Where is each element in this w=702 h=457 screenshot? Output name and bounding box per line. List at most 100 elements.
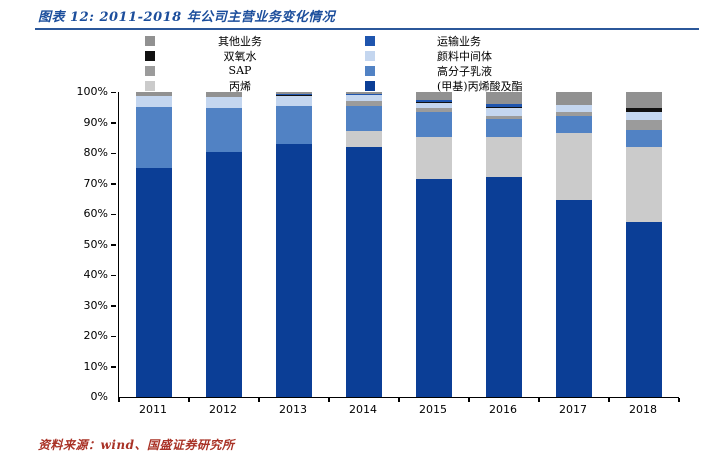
y-axis-tick-label: 50% (83, 237, 108, 251)
y-axis-tick (111, 274, 116, 276)
bar-2017 (539, 92, 609, 397)
y-axis-tick-label: 80% (83, 146, 108, 159)
legend-label: 高分子乳液 (437, 64, 492, 78)
legend-label: SAP (228, 64, 252, 77)
legend-row: SAP 高分子乳液 (145, 63, 523, 78)
x-axis-label: 2015 (419, 403, 447, 416)
x-axis-tick (538, 398, 540, 402)
chart-legend: 其他业务 运输业务双氧水 颜料中间体 SAP 高分子乳液丙烯 (甲基)丙烯酸及酯 (145, 33, 523, 93)
legend-swatch (365, 35, 375, 46)
segment-高分子乳液 (486, 119, 522, 138)
title-divider (35, 28, 699, 30)
x-axis-tick (468, 398, 470, 402)
segment-颜料中间体 (276, 95, 312, 107)
source-note: 资料来源：wind、国盛证券研究所 (38, 438, 235, 452)
y-axis-tick-label: 0% (90, 390, 108, 403)
segment-其他业务 (136, 92, 172, 97)
segment-(甲基)丙烯酸及酯 (486, 177, 522, 397)
segment-其他业务 (556, 92, 592, 106)
legend-label: 运输业务 (437, 34, 481, 48)
x-axis-tick (678, 398, 680, 402)
legend-swatch (145, 80, 155, 91)
y-axis-tick-label: 30% (83, 298, 108, 312)
legend-swatch (145, 35, 155, 46)
y-axis-tick (111, 91, 116, 93)
bar-2011 (119, 92, 189, 397)
segment-SAP (626, 119, 662, 130)
segment-运输业务 (416, 99, 452, 102)
x-axis-tick (188, 398, 190, 402)
segment-颜料中间体 (556, 105, 592, 112)
segment-颜料中间体 (416, 102, 452, 108)
segment-SAP (556, 111, 592, 116)
legend-label: (甲基)丙烯酸及酯 (437, 79, 523, 93)
segment-高分子乳液 (416, 112, 452, 138)
y-axis-tick (111, 335, 116, 337)
legend-row: 其他业务 运输业务 (145, 33, 523, 48)
segment-运输业务 (346, 93, 382, 95)
y-axis-tick-label: 10% (83, 359, 108, 373)
y-axis-tick (111, 122, 116, 124)
segment-丙烯 (346, 131, 382, 147)
segment-颜料中间体 (486, 107, 522, 116)
figure-title: 图表 12: 2011-2018 年公司主营业务变化情况 (38, 10, 336, 25)
legend-swatch (365, 65, 375, 76)
segment-运输业务 (276, 93, 312, 95)
segment-其他业务 (486, 92, 522, 105)
x-axis-label: 2011 (139, 403, 167, 416)
y-axis-tick-label: 100% (76, 85, 108, 98)
segment-(甲基)丙烯酸及酯 (276, 144, 312, 397)
x-axis-tick (398, 398, 400, 402)
segment-SAP (486, 115, 522, 120)
segment-颜料中间体 (206, 96, 242, 109)
y-axis-tick-label: 70% (83, 176, 108, 190)
segment-(甲基)丙烯酸及酯 (556, 199, 592, 397)
y-axis-tick (111, 305, 116, 307)
y-axis-tick-label: 90% (83, 115, 108, 129)
legend-swatch (145, 50, 155, 61)
segment-丙烯 (556, 133, 592, 200)
x-axis-tick (608, 398, 610, 402)
segment-高分子乳液 (136, 106, 172, 168)
x-axis-tick (258, 398, 260, 402)
segment-颜料中间体 (346, 94, 382, 101)
legend-label: 双氧水 (223, 49, 257, 63)
legend-label: 丙烯 (229, 79, 251, 93)
segment-高分子乳液 (206, 108, 242, 152)
bar-2012 (189, 92, 259, 397)
bar-group (119, 92, 679, 397)
segment-高分子乳液 (346, 105, 382, 132)
segment-双氧水 (486, 106, 522, 108)
legend-swatch (145, 65, 155, 76)
x-axis-label: 2013 (279, 403, 307, 416)
y-axis-tick (111, 213, 116, 215)
segment-SAP (416, 107, 452, 113)
legend-label: 其他业务 (218, 34, 262, 48)
segment-(甲基)丙烯酸及酯 (626, 221, 662, 397)
segment-双氧水 (626, 108, 662, 112)
segment-其他业务 (346, 92, 382, 94)
segment-(甲基)丙烯酸及酯 (206, 151, 242, 397)
segment-双氧水 (276, 94, 312, 96)
y-axis-tick (111, 152, 116, 154)
legend-swatch (365, 50, 375, 61)
bar-2015 (399, 92, 469, 397)
segment-(甲基)丙烯酸及酯 (136, 167, 172, 397)
x-axis-label: 2014 (349, 403, 377, 416)
segment-高分子乳液 (276, 106, 312, 145)
x-axis-label: 2016 (489, 403, 517, 416)
segment-SAP (346, 100, 382, 106)
bar-2013 (259, 92, 329, 397)
x-axis-tick (118, 398, 120, 402)
x-axis-label: 2017 (559, 403, 587, 416)
segment-高分子乳液 (626, 129, 662, 147)
legend-row: 丙烯 (甲基)丙烯酸及酯 (145, 78, 523, 93)
bar-2018 (609, 92, 679, 397)
legend-label: 颜料中间体 (437, 49, 492, 63)
segment-其他业务 (276, 92, 312, 94)
legend-row: 双氧水 颜料中间体 (145, 48, 523, 63)
y-axis-tick (111, 244, 116, 246)
segment-双氧水 (416, 101, 452, 103)
legend-swatch (365, 80, 375, 91)
y-axis-tick-label: 60% (83, 207, 108, 220)
